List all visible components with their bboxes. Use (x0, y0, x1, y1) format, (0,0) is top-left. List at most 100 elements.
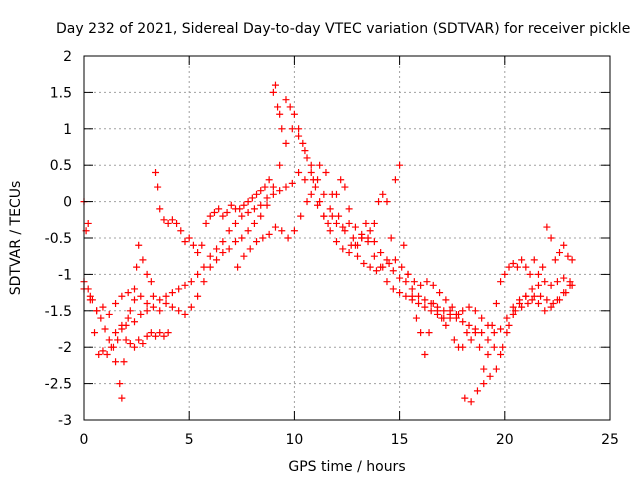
data-points (80, 81, 576, 406)
data-point (137, 292, 145, 300)
data-point (156, 205, 164, 213)
data-point (225, 245, 233, 253)
y-tick-label: 0 (63, 195, 72, 211)
data-point (484, 321, 492, 329)
data-point (387, 234, 395, 242)
y-tick-label: 1 (63, 122, 72, 138)
data-point (276, 187, 284, 195)
data-point (118, 292, 126, 300)
data-point (412, 314, 420, 322)
data-point (370, 252, 378, 260)
data-point (551, 256, 559, 264)
y-tick-label: -1 (58, 267, 72, 283)
data-point (303, 154, 311, 162)
data-point (303, 198, 311, 206)
data-point (156, 296, 164, 304)
data-point (379, 190, 387, 198)
data-point (324, 219, 332, 227)
data-point (301, 147, 309, 155)
data-point (473, 387, 481, 395)
data-point (234, 263, 242, 271)
data-point (465, 303, 473, 311)
data-point (86, 296, 94, 304)
data-point (354, 252, 362, 260)
data-point (162, 292, 170, 300)
data-point (484, 350, 492, 358)
data-point (187, 278, 195, 286)
data-point (421, 296, 429, 304)
data-point (114, 336, 122, 344)
data-point (402, 292, 410, 300)
data-point (130, 296, 138, 304)
data-point (358, 230, 366, 238)
data-point (112, 329, 120, 337)
data-point (290, 110, 298, 118)
data-point (337, 176, 345, 184)
data-point (440, 314, 448, 322)
data-point (503, 329, 511, 337)
x-tick-label: 20 (496, 432, 514, 448)
data-point (480, 380, 488, 388)
data-point (385, 259, 393, 267)
x-tick-label: 5 (185, 432, 194, 448)
data-point (415, 292, 423, 300)
data-point (349, 234, 357, 242)
data-point (124, 289, 132, 297)
data-point (149, 303, 157, 311)
chart-title: Day 232 of 2021, Sidereal Day-to-day VTE… (56, 21, 630, 37)
data-point (446, 310, 454, 318)
data-point (497, 350, 505, 358)
data-point (524, 300, 532, 308)
data-point (509, 310, 517, 318)
y-tick-label: -3 (58, 413, 72, 429)
data-point (415, 300, 423, 308)
data-point (326, 227, 334, 235)
data-point (84, 219, 92, 227)
data-point (164, 219, 172, 227)
data-point (541, 307, 549, 315)
data-point (105, 310, 113, 318)
data-point (314, 201, 322, 209)
data-point (253, 190, 261, 198)
data-point (509, 303, 517, 311)
data-point (269, 88, 277, 96)
data-point (335, 212, 343, 220)
data-point (210, 209, 218, 217)
data-point (194, 292, 202, 300)
data-point (402, 278, 410, 286)
data-point (143, 332, 151, 340)
data-point (147, 278, 155, 286)
data-point (480, 365, 488, 373)
data-point (440, 307, 448, 315)
data-point (518, 303, 526, 311)
data-point (105, 336, 113, 344)
data-point (486, 372, 494, 380)
x-axis-label: GPS time / hours (288, 459, 405, 475)
data-point (307, 190, 315, 198)
y-tick-label: -0.5 (45, 231, 72, 247)
data-point (383, 278, 391, 286)
data-point (341, 183, 349, 191)
data-point (316, 161, 324, 169)
data-point (309, 176, 317, 184)
data-point (467, 336, 475, 344)
data-point (320, 212, 328, 220)
data-point (442, 296, 450, 304)
data-point (263, 194, 271, 202)
data-point (139, 256, 147, 264)
data-point (227, 201, 235, 209)
data-point (168, 216, 176, 224)
data-point (152, 332, 160, 340)
data-point (375, 198, 383, 206)
data-point (160, 332, 168, 340)
data-point (181, 310, 189, 318)
data-point (322, 168, 330, 176)
data-point (156, 329, 164, 337)
data-point (490, 343, 498, 351)
data-point (202, 219, 210, 227)
data-point (261, 183, 269, 191)
data-point (137, 310, 145, 318)
grid (84, 56, 610, 420)
data-point (206, 263, 214, 271)
